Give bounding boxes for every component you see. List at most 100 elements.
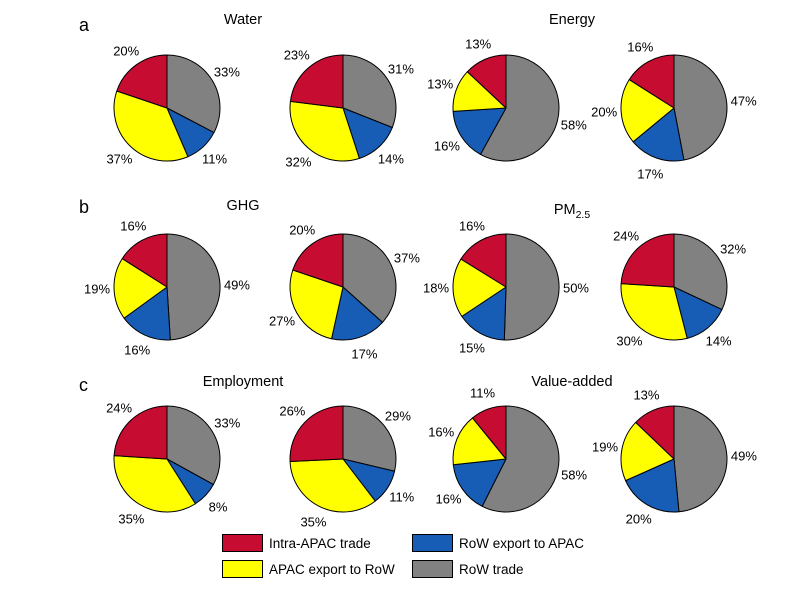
legend: Intra-APAC trade RoW export to APAC APAC… (222, 534, 584, 578)
pie-ghg-right: 37% 17% 27% 20% (258, 202, 428, 372)
panel-letter-b: b (79, 197, 90, 217)
slice-label: 20% (591, 104, 618, 120)
slice-label: 14% (377, 151, 404, 167)
slice-label: 19% (84, 281, 111, 297)
pie-slice (620, 233, 675, 288)
pie-slice (466, 54, 507, 109)
pie-energy-left: 58% 16% 13% 13% (421, 23, 591, 193)
slice-label: 16% (435, 491, 462, 507)
pie-svg (620, 233, 728, 341)
pie-slice (461, 286, 507, 341)
pie-ghg-left: 49% 16% 19% 16% (82, 202, 252, 372)
pie-svg (113, 233, 221, 341)
pie-slice (113, 90, 189, 162)
pie-slice (673, 405, 728, 513)
pie-slice (342, 233, 397, 323)
slice-label: 17% (637, 166, 664, 182)
intra-apac-trade-swatch (222, 534, 263, 552)
slice-label: 20% (289, 222, 316, 238)
chart-title-text: PM (553, 202, 576, 218)
slice-label: 14% (705, 333, 732, 349)
chart-title-employment: Employment (93, 374, 393, 393)
pie-employment-left: 33% 8% 35% 24% (82, 374, 252, 544)
pie-slice (292, 233, 344, 288)
pie-slice (113, 405, 168, 460)
pie-slice (123, 286, 171, 341)
slice-label: 8% (208, 499, 228, 515)
slice-label: 20% (113, 43, 140, 59)
slice-label: 30% (616, 333, 643, 349)
pie-svg (289, 54, 397, 162)
slice-label: 58% (561, 467, 588, 483)
pie-value-added-left: 58% 16% 16% 11% (421, 374, 591, 544)
pie-slice (289, 100, 360, 162)
slice-label: 19% (592, 439, 619, 455)
slice-label: 13% (633, 387, 660, 403)
legend-item-row-export-to-apac: RoW export to APAC (412, 534, 584, 552)
slice-label: 35% (300, 514, 327, 530)
slice-label: 17% (351, 346, 378, 362)
pie-slice (166, 233, 221, 341)
slice-label: 27% (269, 313, 296, 329)
slice-label: 33% (214, 415, 241, 431)
pie-slice (452, 258, 507, 317)
pie-value-added-right: 49% 20% 19% 13% (589, 374, 759, 544)
pie-slice (479, 54, 560, 162)
pie-svg (113, 405, 221, 513)
pie-slice (116, 54, 168, 109)
slice-label: 58% (560, 117, 587, 133)
pie-svg (452, 54, 560, 162)
slice-label: 16% (428, 424, 455, 440)
slice-label: 37% (106, 151, 133, 167)
slice-label: 13% (465, 36, 492, 52)
pie-slice (635, 405, 675, 460)
pie-slice (472, 405, 507, 460)
chart-title-subscript: 2.5 (575, 208, 591, 221)
slice-label: 16% (120, 218, 147, 234)
slice-label: 11% (389, 489, 415, 505)
pie-slice (503, 233, 560, 341)
chart-title-water: Water (93, 12, 393, 31)
slice-label: 13% (427, 76, 454, 92)
chart-title-text: Employment (202, 374, 284, 390)
pie-svg (289, 233, 397, 341)
pie-svg (289, 405, 397, 513)
slice-label: 49% (223, 277, 250, 293)
pie-svg (620, 54, 728, 162)
pie-slice (113, 455, 196, 513)
legend-item-row-trade: RoW trade (412, 560, 584, 578)
pie-slice (289, 405, 344, 462)
chart-title-text: GHG (226, 198, 260, 214)
chart-title-text: Energy (549, 12, 595, 28)
row-trade-swatch (412, 560, 453, 578)
slice-label: 35% (118, 511, 145, 527)
legend-label: APAC export to RoW (269, 561, 395, 577)
slice-label: 49% (730, 448, 757, 464)
pie-water-right: 31% 14% 32% 23% (258, 23, 428, 193)
apac-export-to-row-swatch (222, 560, 263, 578)
pie-pm25-right: 32% 14% 30% 24% (589, 202, 759, 372)
pie-slice (289, 269, 344, 340)
panel-letter-a: a (79, 15, 90, 35)
pie-slice (289, 54, 344, 109)
slice-label: 32% (285, 154, 312, 170)
pie-slice (620, 421, 675, 482)
slice-label: 47% (730, 93, 757, 109)
pie-slice (331, 286, 383, 341)
slice-label: 24% (106, 400, 133, 416)
pie-slice (460, 233, 507, 288)
legend-label: Intra-APAC trade (269, 535, 371, 551)
pie-slice (673, 233, 728, 311)
chart-title-pm25: PM2.5 (422, 202, 722, 221)
chart-title-energy: Energy (422, 12, 722, 31)
pie-pm25-left: 50% 15% 18% 16% (421, 202, 591, 372)
slice-label: 16% (124, 342, 151, 358)
slice-label: 16% (458, 218, 485, 234)
slice-label: 23% (283, 47, 310, 63)
panel-letter-c: c (79, 375, 88, 395)
pie-svg (620, 405, 728, 513)
slice-label: 24% (613, 228, 640, 244)
pie-svg (452, 233, 560, 341)
chart-title-value-added: Value-added (422, 374, 722, 393)
pie-slice (620, 283, 688, 341)
